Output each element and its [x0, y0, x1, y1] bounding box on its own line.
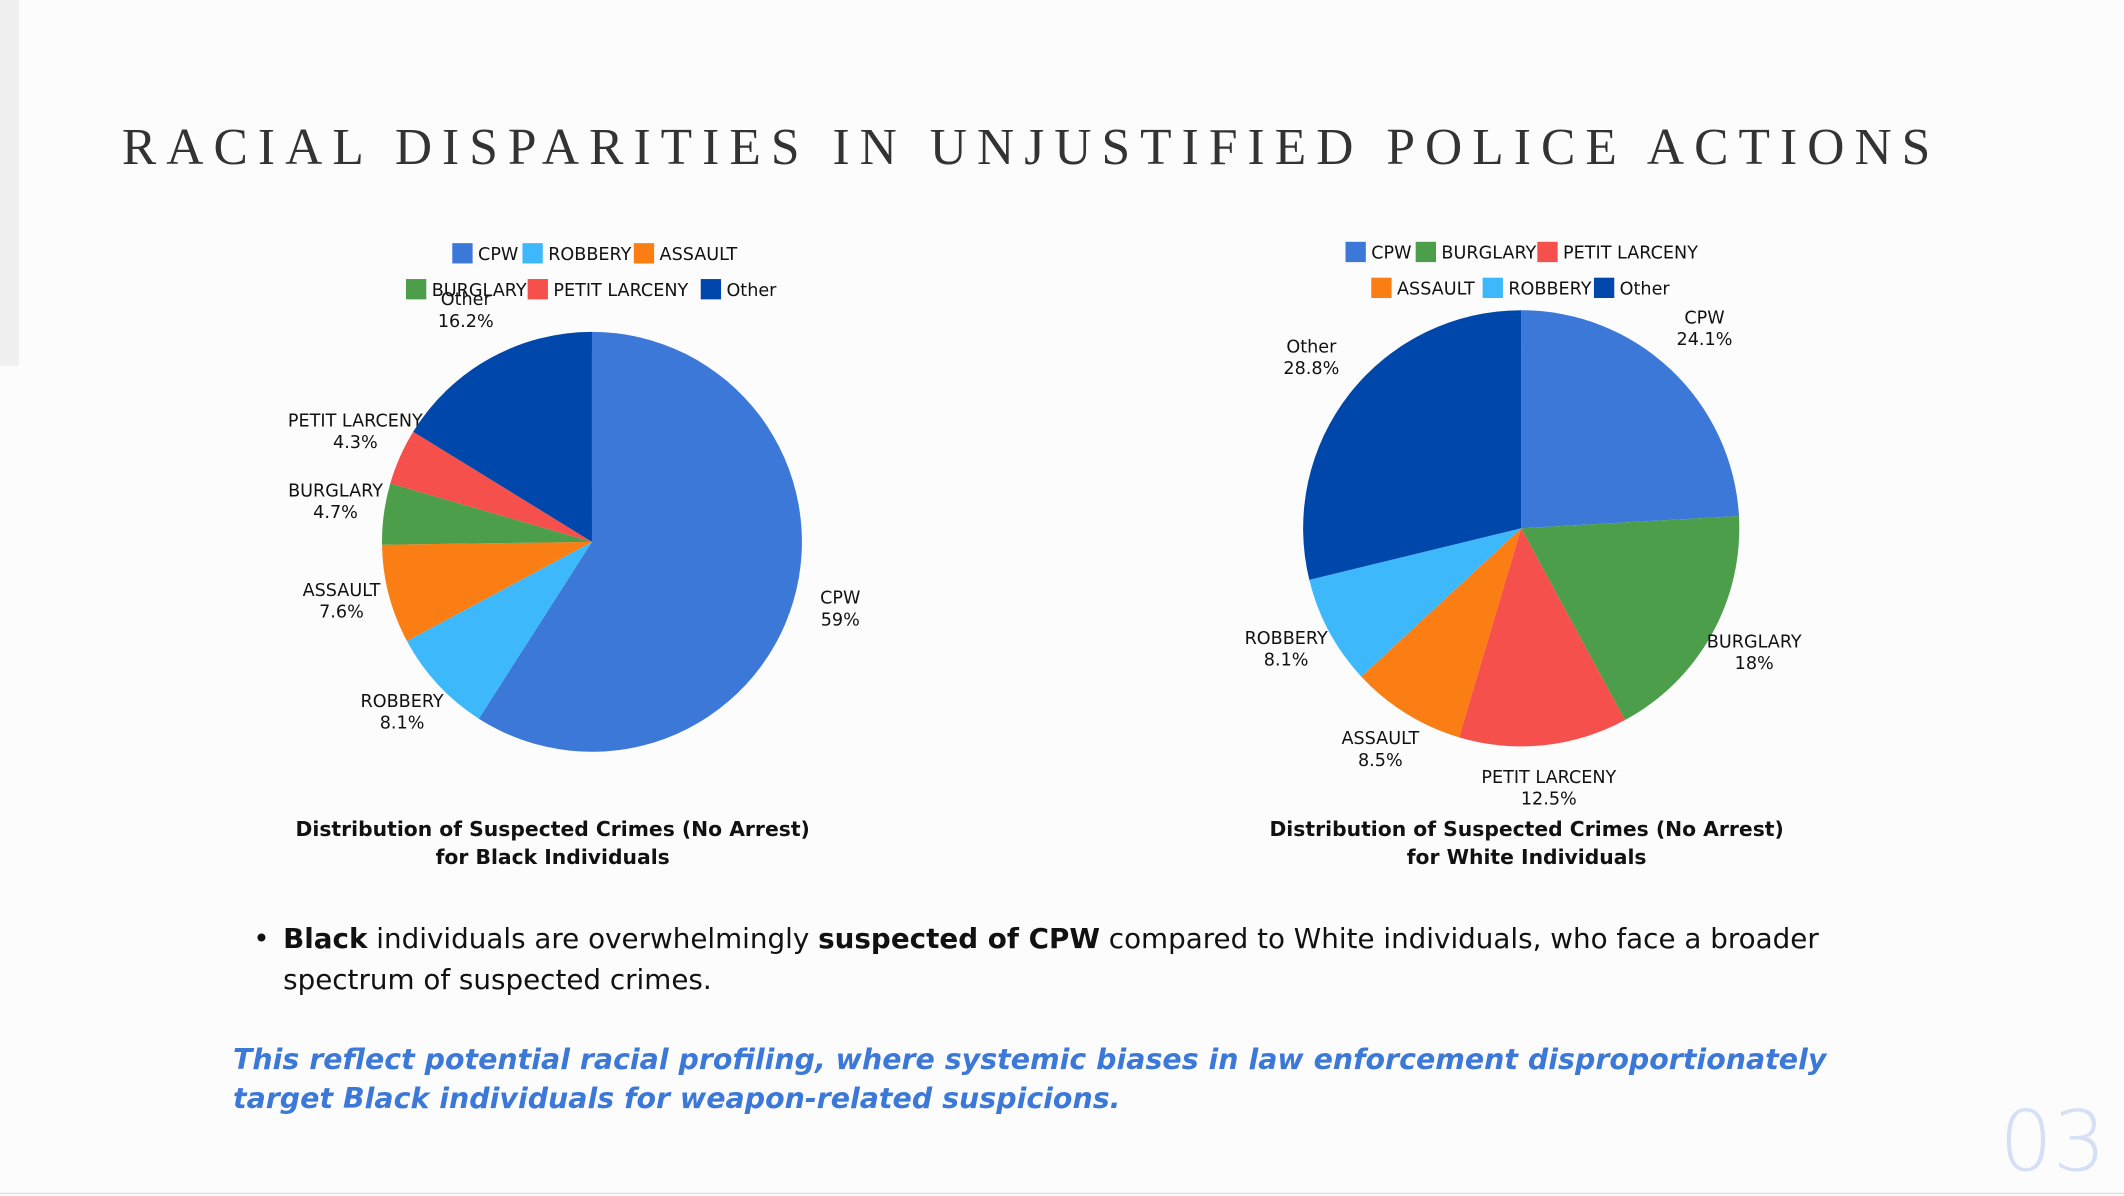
slice-value-label: 7.6%: [319, 602, 364, 622]
pie-slice: [1309, 528, 1522, 677]
pie-slice: [382, 541, 592, 642]
slice-label: ROBBERY: [1245, 629, 1328, 649]
slide-title: RACIAL DISPARITIES IN UNJUSTIFIED POLICE…: [122, 119, 1930, 176]
legend-label: ROBBERY: [548, 245, 631, 265]
chart-title: Distribution of Suspected Crimes (No Arr…: [295, 816, 810, 870]
slice-value-label: 4.3%: [333, 433, 378, 453]
slice-label: PETIT LARCENY: [288, 411, 423, 431]
pie-slice: [406, 541, 592, 719]
pie-slice: [413, 331, 592, 542]
legend-label: PETIT LARCENY: [1563, 244, 1698, 264]
bullet-text: Black individuals are overwhelmingly sus…: [253, 918, 1841, 999]
slice-label: ASSAULT: [303, 581, 381, 601]
slice-label: CPW: [1684, 308, 1724, 328]
chart-title: Distribution of Suspected Crimes (No Arr…: [1269, 816, 1784, 870]
pie-slice: [1521, 310, 1739, 529]
bullet-run: Black: [283, 922, 368, 955]
slice-label: Other: [441, 290, 492, 310]
slice-value-label: 8.1%: [380, 713, 425, 733]
bullet-run: suspected of CPW: [818, 922, 1100, 955]
pie-slice: [390, 431, 592, 542]
legend-swatch: [527, 279, 548, 300]
legend-label: BURGLARY: [432, 281, 527, 301]
legend-label: ROBBERY: [1508, 280, 1591, 300]
legend-label: BURGLARY: [1441, 244, 1536, 264]
pie-slice: [1521, 515, 1740, 721]
side-shade: [0, 0, 19, 366]
pie-slice: [478, 331, 802, 752]
slice-value-label: 24.1%: [1677, 330, 1733, 350]
legend-label: CPW: [478, 245, 518, 265]
slice-label: ASSAULT: [1341, 729, 1419, 749]
legend-swatch: [452, 243, 473, 264]
legend-label: PETIT LARCENY: [553, 281, 688, 301]
pie-slice: [1303, 310, 1522, 580]
pie-slice: [381, 483, 592, 545]
pie-slice: [1361, 528, 1522, 738]
slice-value-label: 12.5%: [1521, 790, 1577, 810]
legend-swatch: [700, 279, 722, 300]
legend-label: CPW: [1371, 244, 1411, 264]
slice-value-label: 8.5%: [1358, 751, 1403, 771]
legend-swatch: [405, 279, 427, 300]
slice-value-label: 8.1%: [1264, 650, 1309, 670]
slice-value-label: 28.8%: [1283, 359, 1339, 379]
slice-value-label: 18%: [1735, 654, 1774, 674]
slice-label: BURGLARY: [1707, 632, 1802, 652]
bullet-run: compared to White individuals, who face …: [283, 922, 1819, 996]
slice-label: PETIT LARCENY: [1481, 768, 1616, 788]
legend-swatch: [1482, 277, 1503, 299]
note: This reflect potential racial profiling,…: [232, 1043, 1827, 1115]
bullet-run: individuals are overwhelmingly: [367, 922, 819, 955]
legend-swatch: [1537, 241, 1558, 263]
legend-swatch: [1415, 241, 1437, 263]
slice-value-label: 16.2%: [438, 312, 494, 332]
legend-swatch: [1371, 277, 1392, 299]
legend-label: ASSAULT: [1397, 280, 1475, 300]
slice-label: BURGLARY: [288, 482, 383, 502]
legend-label: Other: [726, 281, 777, 301]
legend-label: Other: [1620, 280, 1671, 300]
slice-value-label: 4.7%: [313, 503, 358, 523]
pie-slice: [1459, 528, 1626, 747]
slice-value-label: 59%: [821, 610, 860, 630]
legend-swatch: [1593, 277, 1615, 299]
legend-swatch: [522, 243, 543, 264]
legend-swatch: [633, 243, 655, 264]
page-number: 03: [1999, 1091, 2107, 1191]
legend-swatch: [1345, 241, 1366, 263]
slice-label: Other: [1286, 338, 1337, 358]
legend-label: ASSAULT: [660, 245, 738, 265]
slice-label: CPW: [820, 589, 860, 609]
slice-label: ROBBERY: [361, 692, 444, 712]
